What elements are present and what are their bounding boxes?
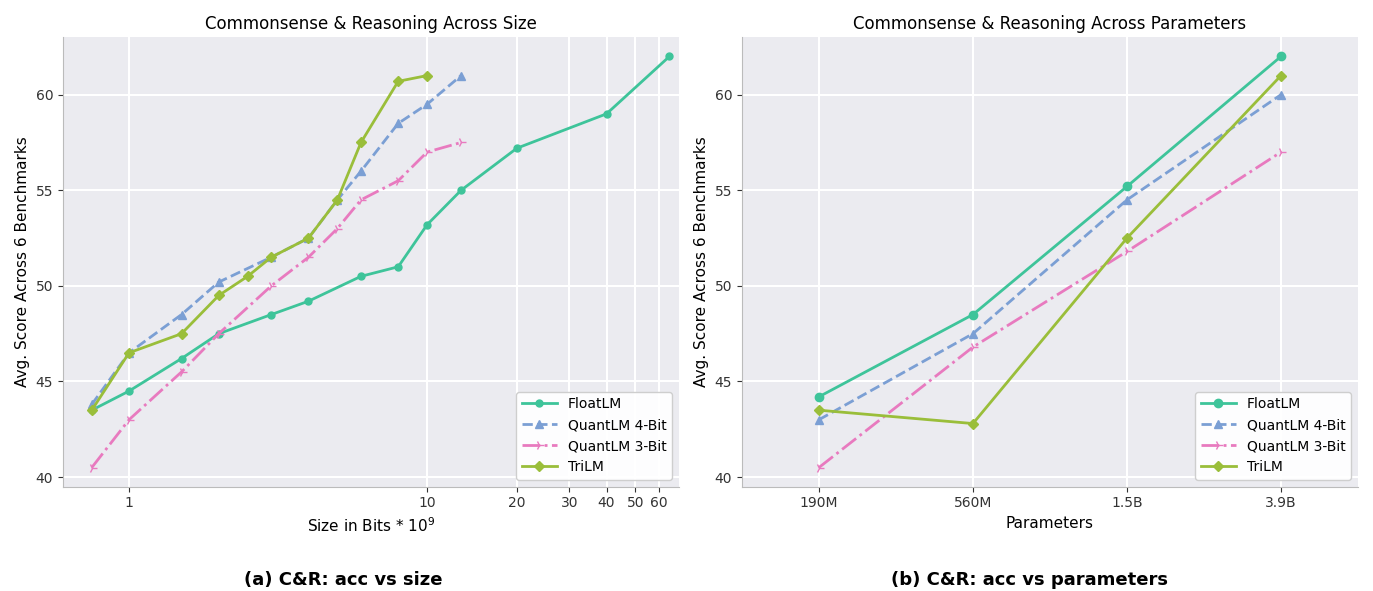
FloatLM: [599, 111, 615, 118]
FloatLM: [353, 273, 369, 280]
FloatLM: [84, 407, 100, 414]
QuantLM 3-Bit: [810, 464, 827, 471]
TriLM: [810, 407, 827, 414]
QuantLM 3-Bit: [965, 343, 982, 350]
TriLM: [419, 72, 435, 79]
QuantLM 4-Bit: [121, 349, 137, 356]
Title: Commonsense & Reasoning Across Parameters: Commonsense & Reasoning Across Parameter…: [854, 15, 1247, 33]
QuantLM 4-Bit: [264, 254, 280, 261]
QuantLM 4-Bit: [453, 72, 470, 79]
FloatLM: [453, 187, 470, 194]
Line: QuantLM 3-Bit: QuantLM 3-Bit: [814, 147, 1287, 472]
TriLM: [1119, 235, 1135, 242]
FloatLM: [173, 355, 189, 362]
QuantLM 3-Bit: [264, 282, 280, 290]
Line: FloatLM: FloatLM: [814, 52, 1285, 401]
FloatLM: [419, 221, 435, 228]
QuantLM 3-Bit: [353, 196, 369, 203]
QuantLM 3-Bit: [84, 464, 100, 471]
QuantLM 3-Bit: [173, 368, 189, 375]
Text: (a) C&R: acc vs size: (a) C&R: acc vs size: [244, 571, 442, 589]
QuantLM 3-Bit: [121, 416, 137, 423]
FloatLM: [121, 388, 137, 395]
QuantLM 3-Bit: [330, 225, 346, 232]
TriLM: [1273, 72, 1289, 79]
QuantLM 4-Bit: [1119, 196, 1135, 203]
Line: FloatLM: FloatLM: [88, 53, 673, 414]
Legend: FloatLM, QuantLM 4-Bit, QuantLM 3-Bit, TriLM: FloatLM, QuantLM 4-Bit, QuantLM 3-Bit, T…: [1196, 392, 1351, 480]
QuantLM 4-Bit: [810, 416, 827, 423]
Line: QuantLM 4-Bit: QuantLM 4-Bit: [814, 90, 1285, 424]
Line: TriLM: TriLM: [816, 72, 1285, 427]
QuantLM 3-Bit: [1273, 148, 1289, 155]
TriLM: [390, 78, 406, 85]
TriLM: [965, 420, 982, 427]
FloatLM: [301, 298, 317, 305]
QuantLM 4-Bit: [210, 278, 227, 285]
QuantLM 3-Bit: [453, 139, 470, 146]
X-axis label: Size in Bits * 10$^9$: Size in Bits * 10$^9$: [306, 516, 435, 535]
QuantLM 4-Bit: [353, 168, 369, 175]
Legend: FloatLM, QuantLM 4-Bit, QuantLM 3-Bit, TriLM: FloatLM, QuantLM 4-Bit, QuantLM 3-Bit, T…: [516, 392, 671, 480]
QuantLM 4-Bit: [1273, 91, 1289, 98]
TriLM: [121, 349, 137, 356]
QuantLM 4-Bit: [330, 196, 346, 203]
QuantLM 3-Bit: [419, 148, 435, 155]
FloatLM: [662, 53, 678, 60]
QuantLM 4-Bit: [419, 100, 435, 108]
Title: Commonsense & Reasoning Across Size: Commonsense & Reasoning Across Size: [205, 15, 537, 33]
Y-axis label: Avg. Score Across 6 Benchmarks: Avg. Score Across 6 Benchmarks: [693, 137, 708, 387]
Line: QuantLM 3-Bit: QuantLM 3-Bit: [86, 138, 465, 472]
FloatLM: [810, 393, 827, 400]
FloatLM: [965, 311, 982, 318]
QuantLM 3-Bit: [390, 177, 406, 184]
FloatLM: [264, 311, 280, 318]
TriLM: [210, 292, 227, 299]
Line: TriLM: TriLM: [88, 72, 431, 414]
FloatLM: [1273, 53, 1289, 60]
TriLM: [84, 407, 100, 414]
TriLM: [301, 235, 317, 242]
QuantLM 3-Bit: [301, 254, 317, 261]
TriLM: [330, 196, 346, 203]
FloatLM: [1119, 183, 1135, 190]
Text: (b) C&R: acc vs parameters: (b) C&R: acc vs parameters: [891, 571, 1168, 589]
TriLM: [239, 273, 255, 280]
QuantLM 3-Bit: [1119, 248, 1135, 255]
TriLM: [173, 330, 189, 337]
TriLM: [353, 139, 369, 146]
QuantLM 4-Bit: [965, 330, 982, 337]
TriLM: [264, 254, 280, 261]
QuantLM 3-Bit: [210, 330, 227, 337]
FloatLM: [508, 145, 524, 152]
FloatLM: [390, 263, 406, 270]
QuantLM 4-Bit: [84, 401, 100, 408]
QuantLM 4-Bit: [173, 311, 189, 318]
X-axis label: Parameters: Parameters: [1006, 516, 1094, 531]
Y-axis label: Avg. Score Across 6 Benchmarks: Avg. Score Across 6 Benchmarks: [15, 137, 30, 387]
Line: QuantLM 4-Bit: QuantLM 4-Bit: [88, 72, 465, 408]
QuantLM 4-Bit: [390, 120, 406, 127]
FloatLM: [210, 330, 227, 337]
QuantLM 4-Bit: [301, 235, 317, 242]
